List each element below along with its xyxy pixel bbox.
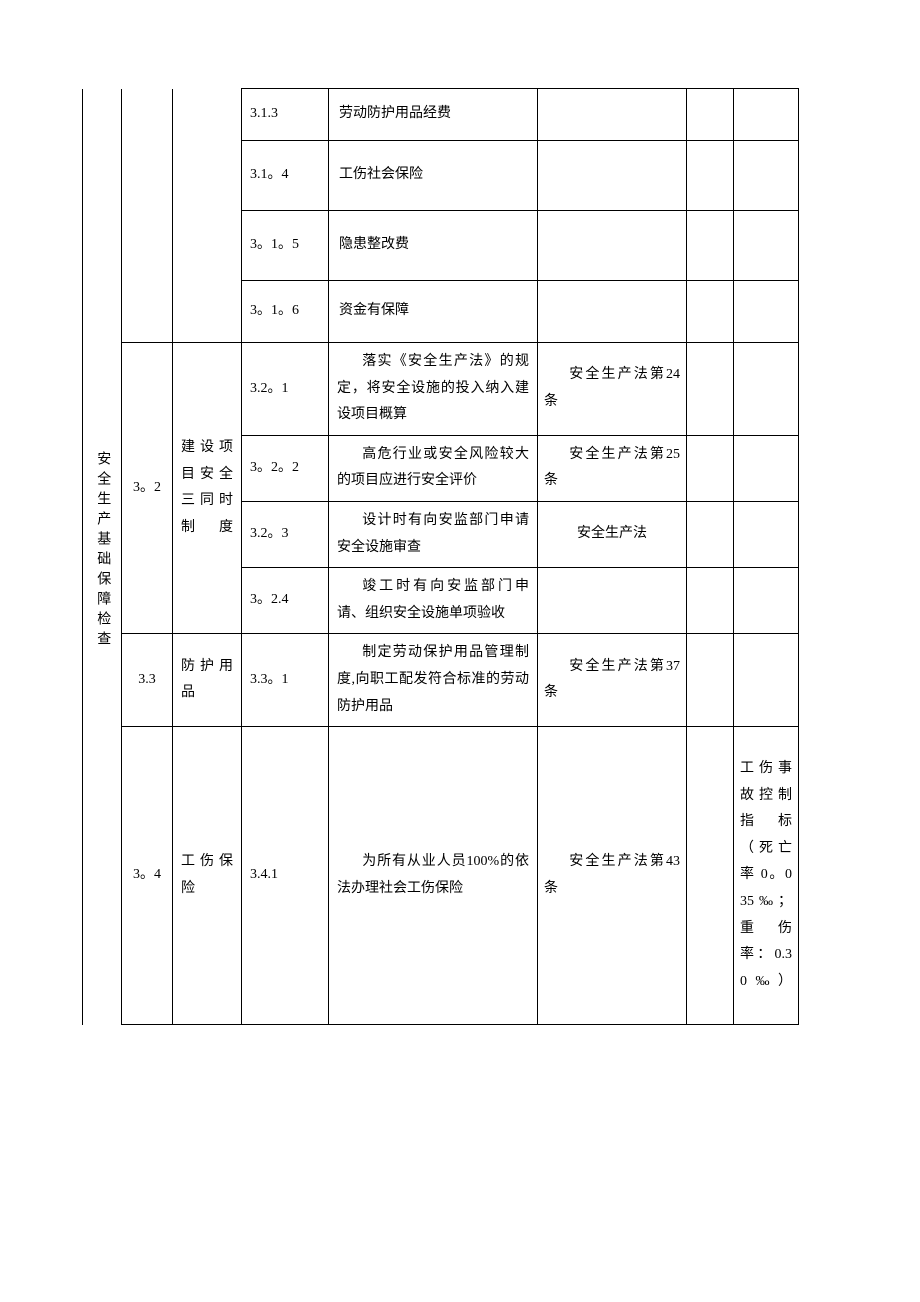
item-no-cell: 3。2.4: [242, 568, 329, 634]
content-cell: 制定劳动保护用品管理制度,向职工配发符合标准的劳动防护用品: [329, 634, 538, 727]
section-name-cell: 防护用品: [173, 634, 242, 727]
blank-cell: [687, 343, 734, 436]
blank-cell: [687, 634, 734, 727]
basis-cell: [538, 141, 687, 211]
content-cell: 隐患整改费: [329, 211, 538, 281]
content-cell: 劳动防护用品经费: [329, 89, 538, 141]
item-no-cell: 3。1。6: [242, 281, 329, 343]
content-cell: 高危行业或安全风险较大的项目应进行安全评价: [329, 435, 538, 501]
remark-cell: [734, 568, 799, 634]
section-name-cell: 建设项目安全三同时制度: [173, 343, 242, 634]
content-cell: 设计时有向安监部门申请安全设施审查: [329, 501, 538, 567]
remark-cell: [734, 435, 799, 501]
basis-cell: 安全生产法第25条: [538, 435, 687, 501]
item-no-cell: 3.4.1: [242, 727, 329, 1025]
basis-cell: 安全生产法第24条: [538, 343, 687, 436]
remark-cell: [734, 281, 799, 343]
category-label: 安全生产基础保障检查: [89, 451, 116, 651]
content-cell: 落实《安全生产法》的规定，将安全设施的投入纳入建设项目概算: [329, 343, 538, 436]
remark-cell: [734, 89, 799, 141]
blank-cell: [687, 568, 734, 634]
remark-cell: [734, 634, 799, 727]
remark-cell: [734, 211, 799, 281]
basis-cell: 安全生产法: [538, 501, 687, 567]
blank-cell: [687, 281, 734, 343]
item-no-cell: 3。2。2: [242, 435, 329, 501]
content-cell: 资金有保障: [329, 281, 538, 343]
section-no-cell: 3.3: [122, 634, 173, 727]
content-cell: 为所有从业人员100%的依法办理社会工伤保险: [329, 727, 538, 1025]
basis-cell: 安全生产法第43条: [538, 727, 687, 1025]
document-page: 安全生产基础保障检查 3.1.3 劳动防护用品经费 3.1。4 工伤社会保险 3…: [0, 0, 920, 1302]
blank-cell: [687, 141, 734, 211]
blank-cell: [687, 435, 734, 501]
category-cell: 安全生产基础保障检查: [83, 89, 122, 1025]
item-no-cell: 3.1。4: [242, 141, 329, 211]
table-row: 安全生产基础保障检查 3.1.3 劳动防护用品经费: [83, 89, 799, 141]
table-row: 3。4 工伤保险 3.4.1 为所有从业人员100%的依法办理社会工伤保险 安全…: [83, 727, 799, 1025]
table-row: 3。2 建设项目安全三同时制度 3.2。1 落实《安全生产法》的规定，将安全设施…: [83, 343, 799, 436]
basis-cell: [538, 211, 687, 281]
table-row: 3.3 防护用品 3.3。1 制定劳动保护用品管理制度,向职工配发符合标准的劳动…: [83, 634, 799, 727]
remark-cell: [734, 343, 799, 436]
safety-inspection-table: 安全生产基础保障检查 3.1.3 劳动防护用品经费 3.1。4 工伤社会保险 3…: [82, 88, 799, 1025]
blank-cell: [687, 727, 734, 1025]
basis-cell: [538, 89, 687, 141]
item-no-cell: 3.3。1: [242, 634, 329, 727]
blank-cell: [687, 501, 734, 567]
basis-cell: [538, 281, 687, 343]
remark-cell: 工伤事故控制指标（死亡率 0。035‰；重伤率：0.30‰）: [734, 727, 799, 1025]
blank-cell: [687, 89, 734, 141]
item-no-cell: 3.2。3: [242, 501, 329, 567]
basis-cell: [538, 568, 687, 634]
content-cell: 竣工时有向安监部门申请、组织安全设施单项验收: [329, 568, 538, 634]
remark-cell: [734, 141, 799, 211]
content-cell: 工伤社会保险: [329, 141, 538, 211]
section-no-cell: [122, 89, 173, 343]
section-name-cell: 工伤保险: [173, 727, 242, 1025]
section-no-cell: 3。2: [122, 343, 173, 634]
basis-cell: 安全生产法第37条: [538, 634, 687, 727]
section-name-cell: [173, 89, 242, 343]
item-no-cell: 3.1.3: [242, 89, 329, 141]
section-no-cell: 3。4: [122, 727, 173, 1025]
remark-cell: [734, 501, 799, 567]
item-no-cell: 3.2。1: [242, 343, 329, 436]
blank-cell: [687, 211, 734, 281]
item-no-cell: 3。1。5: [242, 211, 329, 281]
